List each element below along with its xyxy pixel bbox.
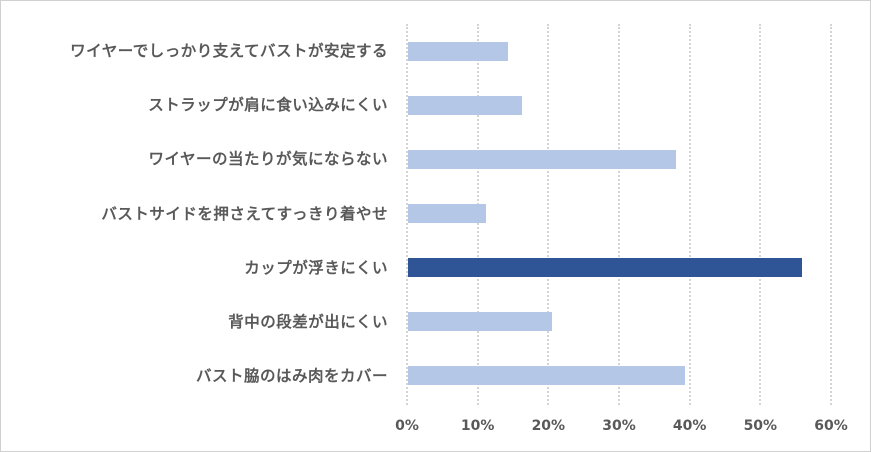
category-label: ストラップが肩に食い込みにくい	[148, 96, 388, 115]
category-label: バストサイドを押さえてすっきり着やせ	[101, 204, 388, 223]
bar	[408, 41, 509, 61]
gridline	[830, 24, 832, 405]
category-label: ワイヤーの当たりが気にならない	[148, 150, 388, 169]
bar	[408, 95, 522, 115]
category-label: ワイヤーでしっかり支えてバストが安定する	[70, 42, 388, 61]
category-label: バスト脇のはみ肉をカバー	[195, 366, 388, 385]
bar	[408, 312, 553, 332]
x-tick-label: 0%	[395, 418, 419, 434]
gridline	[759, 24, 762, 405]
x-tick-label: 20%	[531, 418, 566, 434]
bar-highlighted	[408, 258, 803, 278]
gridline	[688, 24, 691, 405]
x-tick-label: 60%	[814, 418, 848, 434]
gridline	[547, 24, 550, 405]
x-tick-label: 10%	[460, 418, 495, 434]
bar	[408, 204, 486, 223]
x-tick-label: 40%	[672, 418, 707, 434]
category-label: 背中の段差が出にくい	[228, 312, 388, 331]
x-tick-label: 50%	[743, 418, 778, 434]
gridline	[618, 24, 620, 405]
bar	[408, 149, 676, 169]
category-label: カップが浮きにくい	[244, 258, 388, 277]
gridline	[406, 24, 408, 405]
x-tick-label: 30%	[602, 418, 636, 434]
bar	[408, 366, 685, 386]
